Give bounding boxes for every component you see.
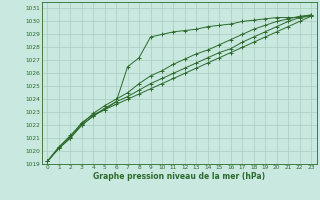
X-axis label: Graphe pression niveau de la mer (hPa): Graphe pression niveau de la mer (hPa) <box>93 172 265 181</box>
